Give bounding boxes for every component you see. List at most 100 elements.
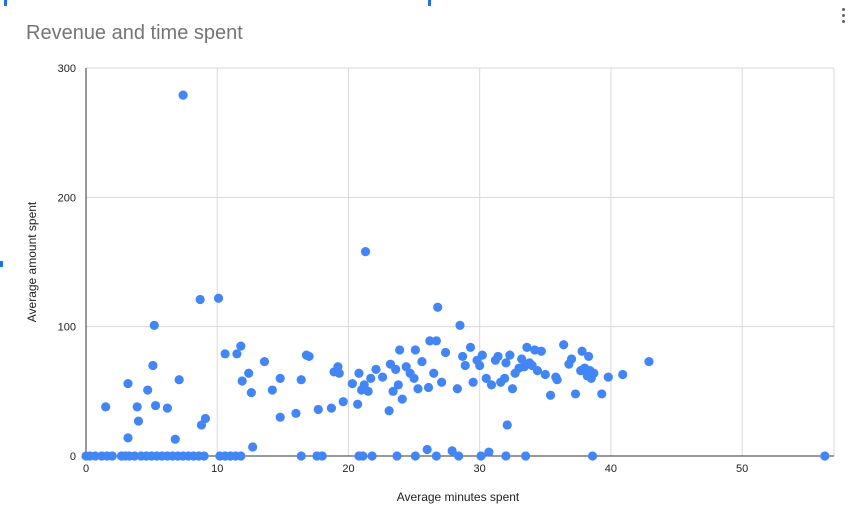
data-point (391, 364, 401, 374)
data-point (326, 403, 336, 413)
data-point (133, 416, 144, 426)
data-point (347, 378, 357, 389)
data-point (304, 351, 314, 362)
x-axis-label: Average minutes spent (397, 490, 520, 504)
data-point (259, 356, 270, 367)
data-point (458, 351, 468, 362)
data-point (101, 402, 111, 412)
data-point (454, 451, 464, 461)
x-tick-label: 20 (342, 463, 354, 475)
data-point (317, 451, 327, 461)
data-point (199, 451, 209, 461)
y-tick-label: 100 (58, 322, 76, 334)
data-point (388, 386, 398, 396)
data-point (371, 364, 381, 374)
data-point (213, 293, 224, 303)
data-point (505, 350, 515, 360)
data-point (484, 447, 494, 457)
data-point (313, 404, 323, 415)
selection-handle-top-left[interactable] (4, 0, 7, 6)
data-point (236, 451, 246, 461)
data-point (559, 340, 569, 350)
data-point (431, 451, 441, 461)
data-point (433, 302, 443, 312)
data-point (334, 368, 344, 378)
data-point (178, 90, 188, 100)
x-tick-label: 50 (736, 463, 748, 475)
data-point (437, 377, 447, 387)
data-point (354, 368, 364, 378)
data-point (220, 349, 230, 359)
selection-handle-left[interactable] (0, 261, 3, 267)
data-point (502, 420, 512, 430)
data-point (417, 356, 427, 367)
data-point (392, 451, 402, 461)
data-point (174, 375, 184, 385)
data-point (123, 378, 133, 389)
data-point (236, 341, 246, 351)
data-point (410, 345, 420, 355)
more-vert-icon[interactable] (840, 8, 846, 28)
data-point (422, 444, 432, 455)
data-point (143, 385, 153, 395)
data-point (353, 399, 363, 409)
data-point (244, 368, 254, 378)
data-point (577, 346, 587, 356)
data-point (465, 342, 476, 352)
data-point (132, 402, 142, 412)
data-point (338, 397, 348, 407)
data-point (447, 446, 457, 456)
data-point (423, 382, 434, 393)
data-point (587, 451, 598, 461)
data-point (267, 385, 277, 395)
y-tick-label: 0 (70, 451, 76, 463)
data-point (363, 386, 373, 396)
data-point (367, 451, 377, 461)
data-point (481, 373, 491, 383)
data-point (410, 451, 420, 461)
data-point (148, 360, 158, 371)
data-point (123, 433, 133, 443)
data-point (431, 336, 441, 346)
data-point (360, 247, 371, 257)
data-point (291, 408, 301, 418)
data-point (618, 369, 628, 380)
y-tick-label: 300 (58, 63, 76, 75)
y-tick-label: 200 (58, 192, 76, 204)
x-tick-label: 10 (211, 463, 223, 475)
data-point (107, 451, 117, 461)
data-point (248, 442, 258, 452)
data-point (393, 380, 403, 390)
data-point (195, 294, 205, 305)
data-point (150, 400, 161, 411)
data-point (522, 342, 532, 352)
data-point (246, 388, 256, 398)
data-point (162, 403, 172, 413)
data-point (275, 412, 285, 422)
data-point (429, 368, 439, 378)
axes (85, 68, 834, 457)
data-point (366, 373, 376, 383)
data-point (820, 451, 830, 461)
y-axis-label: Average amount spent (25, 201, 39, 322)
selection-handle-top-center[interactable] (428, 0, 431, 6)
data-point (540, 369, 550, 380)
data-point (545, 390, 556, 400)
data-point (413, 384, 423, 394)
data-point (200, 413, 211, 424)
data-point (570, 389, 581, 399)
data-point (440, 347, 451, 358)
data-point (170, 434, 180, 444)
data-point (455, 320, 465, 330)
data-point (90, 451, 100, 461)
data-points (81, 90, 830, 461)
data-point (237, 376, 247, 386)
chart-title: Revenue and time spent (26, 22, 243, 44)
data-point (296, 451, 306, 461)
data-point (517, 354, 527, 364)
data-point (532, 366, 543, 376)
data-point (296, 375, 306, 385)
data-point (589, 368, 599, 378)
x-tick-label: 30 (474, 463, 486, 475)
